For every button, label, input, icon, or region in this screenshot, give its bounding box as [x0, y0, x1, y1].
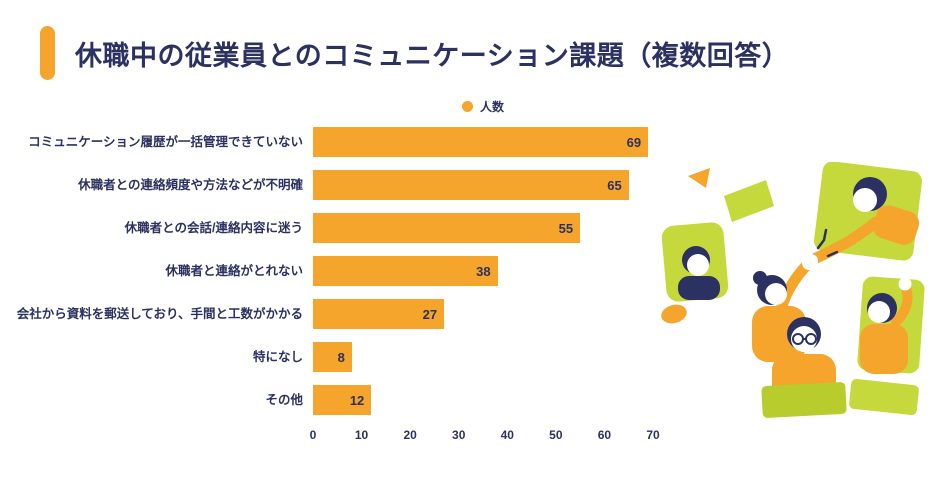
bar: 55 [313, 213, 581, 243]
x-axis-tick: 10 [354, 428, 369, 442]
category-label: その他 [265, 392, 303, 407]
bar: 8 [313, 342, 352, 372]
chart-row: 休職者と連絡がとれない 38 [8, 256, 663, 286]
bar-track: 8 [313, 342, 653, 372]
category-label: 特になし [252, 349, 303, 364]
bar-track: 69 [313, 127, 653, 157]
category-label: コミュニケーション履歴が一括管理できていない [28, 134, 303, 149]
x-axis-tick: 0 [309, 428, 317, 442]
chart-row: 会社から資料を郵送しており、手間と工数がかかる 27 [8, 299, 663, 329]
category-label: 休職者との会話/連絡内容に迷う [124, 220, 303, 235]
bar-value-label: 55 [558, 220, 574, 236]
bar-track: 55 [313, 213, 653, 243]
bar-value-label: 38 [476, 263, 491, 279]
bar-track: 12 [313, 385, 653, 415]
bar: 27 [313, 299, 445, 329]
chart-row: 休職者との連絡頻度や方法などが不明確 65 [8, 170, 663, 200]
chart-legend: 人数 [313, 98, 653, 115]
category-label: 会社から資料を郵送しており、手間と工数がかかる [16, 306, 303, 321]
chart-rows: コミュニケーション履歴が一括管理できていない 69 休職者との連絡頻度や方法などが不… [8, 127, 663, 415]
bar: 69 [313, 127, 649, 157]
bar-value-label: 65 [607, 177, 622, 193]
bar: 38 [313, 256, 498, 286]
bar: 12 [313, 385, 372, 415]
category-label: 休職者との連絡頻度や方法などが不明確 [78, 177, 303, 192]
legend-dot-icon [461, 101, 473, 112]
bar-value-label: 27 [422, 306, 438, 322]
page-title: 休職中の従業員とのコミュニケーション課題（複数回答） [75, 40, 790, 71]
x-axis-tick: 50 [549, 428, 563, 442]
x-axis-tick: 30 [452, 428, 466, 442]
title-accent-bar [40, 26, 55, 80]
chart-row: コミュニケーション履歴が一括管理できていない 69 [8, 127, 663, 157]
category-label: 休職者と連絡がとれない [165, 263, 303, 278]
x-axis: 0 10 20 30 40 50 60 70 [310, 428, 660, 446]
x-axis-tick: 70 [646, 428, 660, 442]
x-axis-tick: 20 [403, 428, 417, 442]
bar-track: 27 [313, 299, 653, 329]
bar-value-label: 12 [349, 392, 365, 408]
legend-label: 人数 [479, 100, 504, 114]
chart-row: その他 12 [8, 385, 663, 415]
bar-track: 38 [313, 256, 653, 286]
chart-row: 休職者との会話/連絡内容に迷う 55 [8, 213, 663, 243]
x-axis-tick: 40 [500, 428, 514, 442]
teamwork-highfive-illustration [661, 162, 925, 418]
bar-value-label: 69 [626, 134, 642, 150]
title-row: 休職中の従業員とのコミュニケーション課題（複数回答） [0, 0, 934, 80]
bar-chart: 人数 コミュニケーション履歴が一括管理できていない 69 休職者との連絡頻度や方法な… [8, 98, 663, 446]
bar-value-label: 8 [337, 349, 345, 365]
bar: 65 [313, 170, 629, 200]
bar-track: 65 [313, 170, 653, 200]
x-axis-tick: 60 [597, 428, 612, 442]
chart-row: 特になし 8 [8, 342, 663, 372]
